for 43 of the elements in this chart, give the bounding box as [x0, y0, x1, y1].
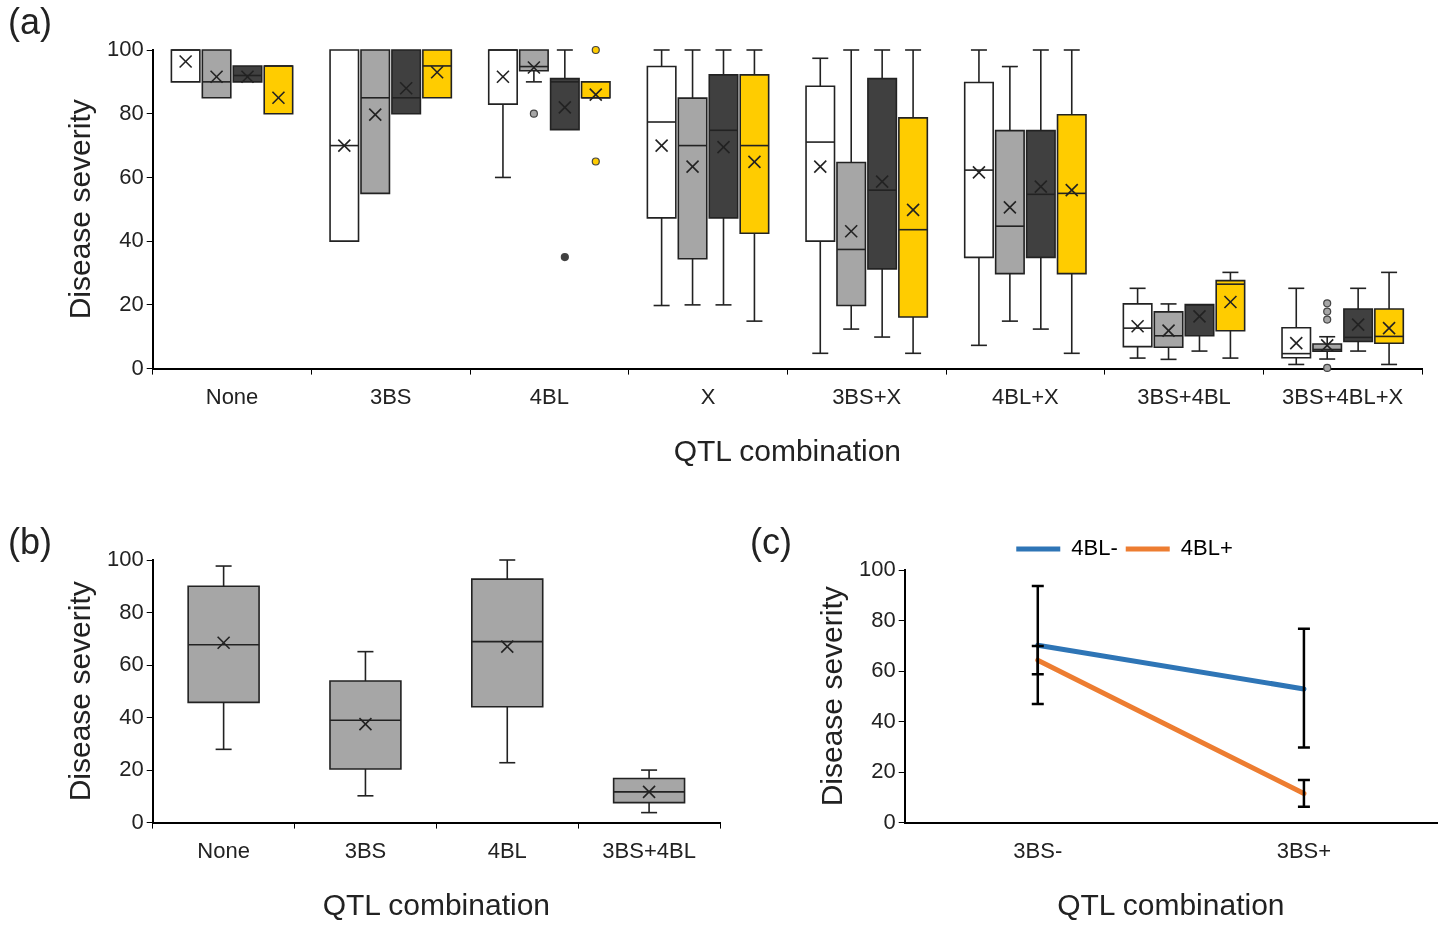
x-tick-label: 3BS+X	[832, 383, 902, 409]
x-tick-label: 4BL	[487, 837, 527, 863]
x-tick-label: 3BS	[344, 837, 387, 863]
y-tick-label: 100	[106, 546, 144, 572]
y-tick-label: 80	[871, 606, 896, 632]
x-tick-label: 4BL+X	[992, 383, 1059, 409]
y-tick-label: 40	[119, 703, 144, 729]
y-tick-label: 20	[119, 290, 144, 316]
y-tick-label: 100	[858, 556, 896, 582]
x-tick-label: 3BS+4BL	[602, 837, 696, 863]
y-tick-label: 60	[871, 657, 896, 683]
x-tick-label: 3BS+4BL+X	[1282, 383, 1404, 409]
x-tick-label: X	[700, 383, 716, 409]
y-axis-title: Disease severity	[63, 581, 97, 802]
y-tick-label: 80	[119, 598, 144, 624]
y-tick-label: 0	[131, 808, 144, 834]
x-tick-label: None	[205, 383, 259, 409]
x-tick-label: 3BS	[369, 383, 412, 409]
y-tick-label: 40	[871, 707, 896, 733]
chart-title: (c)	[750, 520, 792, 562]
x-tick-label: 3BS-	[1013, 837, 1063, 863]
y-tick-label: 40	[119, 227, 144, 253]
y-tick-label: 60	[119, 651, 144, 677]
x-tick-label: None	[197, 837, 250, 863]
y-tick-label: 80	[119, 99, 144, 125]
legend-label: 4BL+	[1180, 535, 1233, 561]
x-axis-title: QTL combination	[673, 434, 902, 468]
y-axis-title: Disease severity	[815, 586, 849, 807]
y-tick-label: 60	[119, 163, 144, 189]
y-axis-title: Disease severity	[63, 99, 97, 320]
x-axis-title: QTL combination	[1057, 888, 1285, 922]
y-tick-label: 0	[883, 808, 896, 834]
chart-title: (b)	[8, 520, 52, 562]
y-tick-label: 20	[871, 758, 896, 784]
y-tick-label: 100	[106, 36, 144, 62]
y-tick-label: 20	[119, 756, 144, 782]
legend-label: 4BL-	[1071, 535, 1118, 561]
x-tick-label: 3BS+4BL	[1137, 383, 1231, 409]
x-tick-label: 3BS+	[1276, 837, 1332, 863]
x-axis-title: QTL combination	[322, 888, 551, 922]
x-tick-label: 4BL	[529, 383, 569, 409]
y-tick-label: 0	[131, 354, 144, 380]
chart-title: (a)	[8, 0, 52, 42]
